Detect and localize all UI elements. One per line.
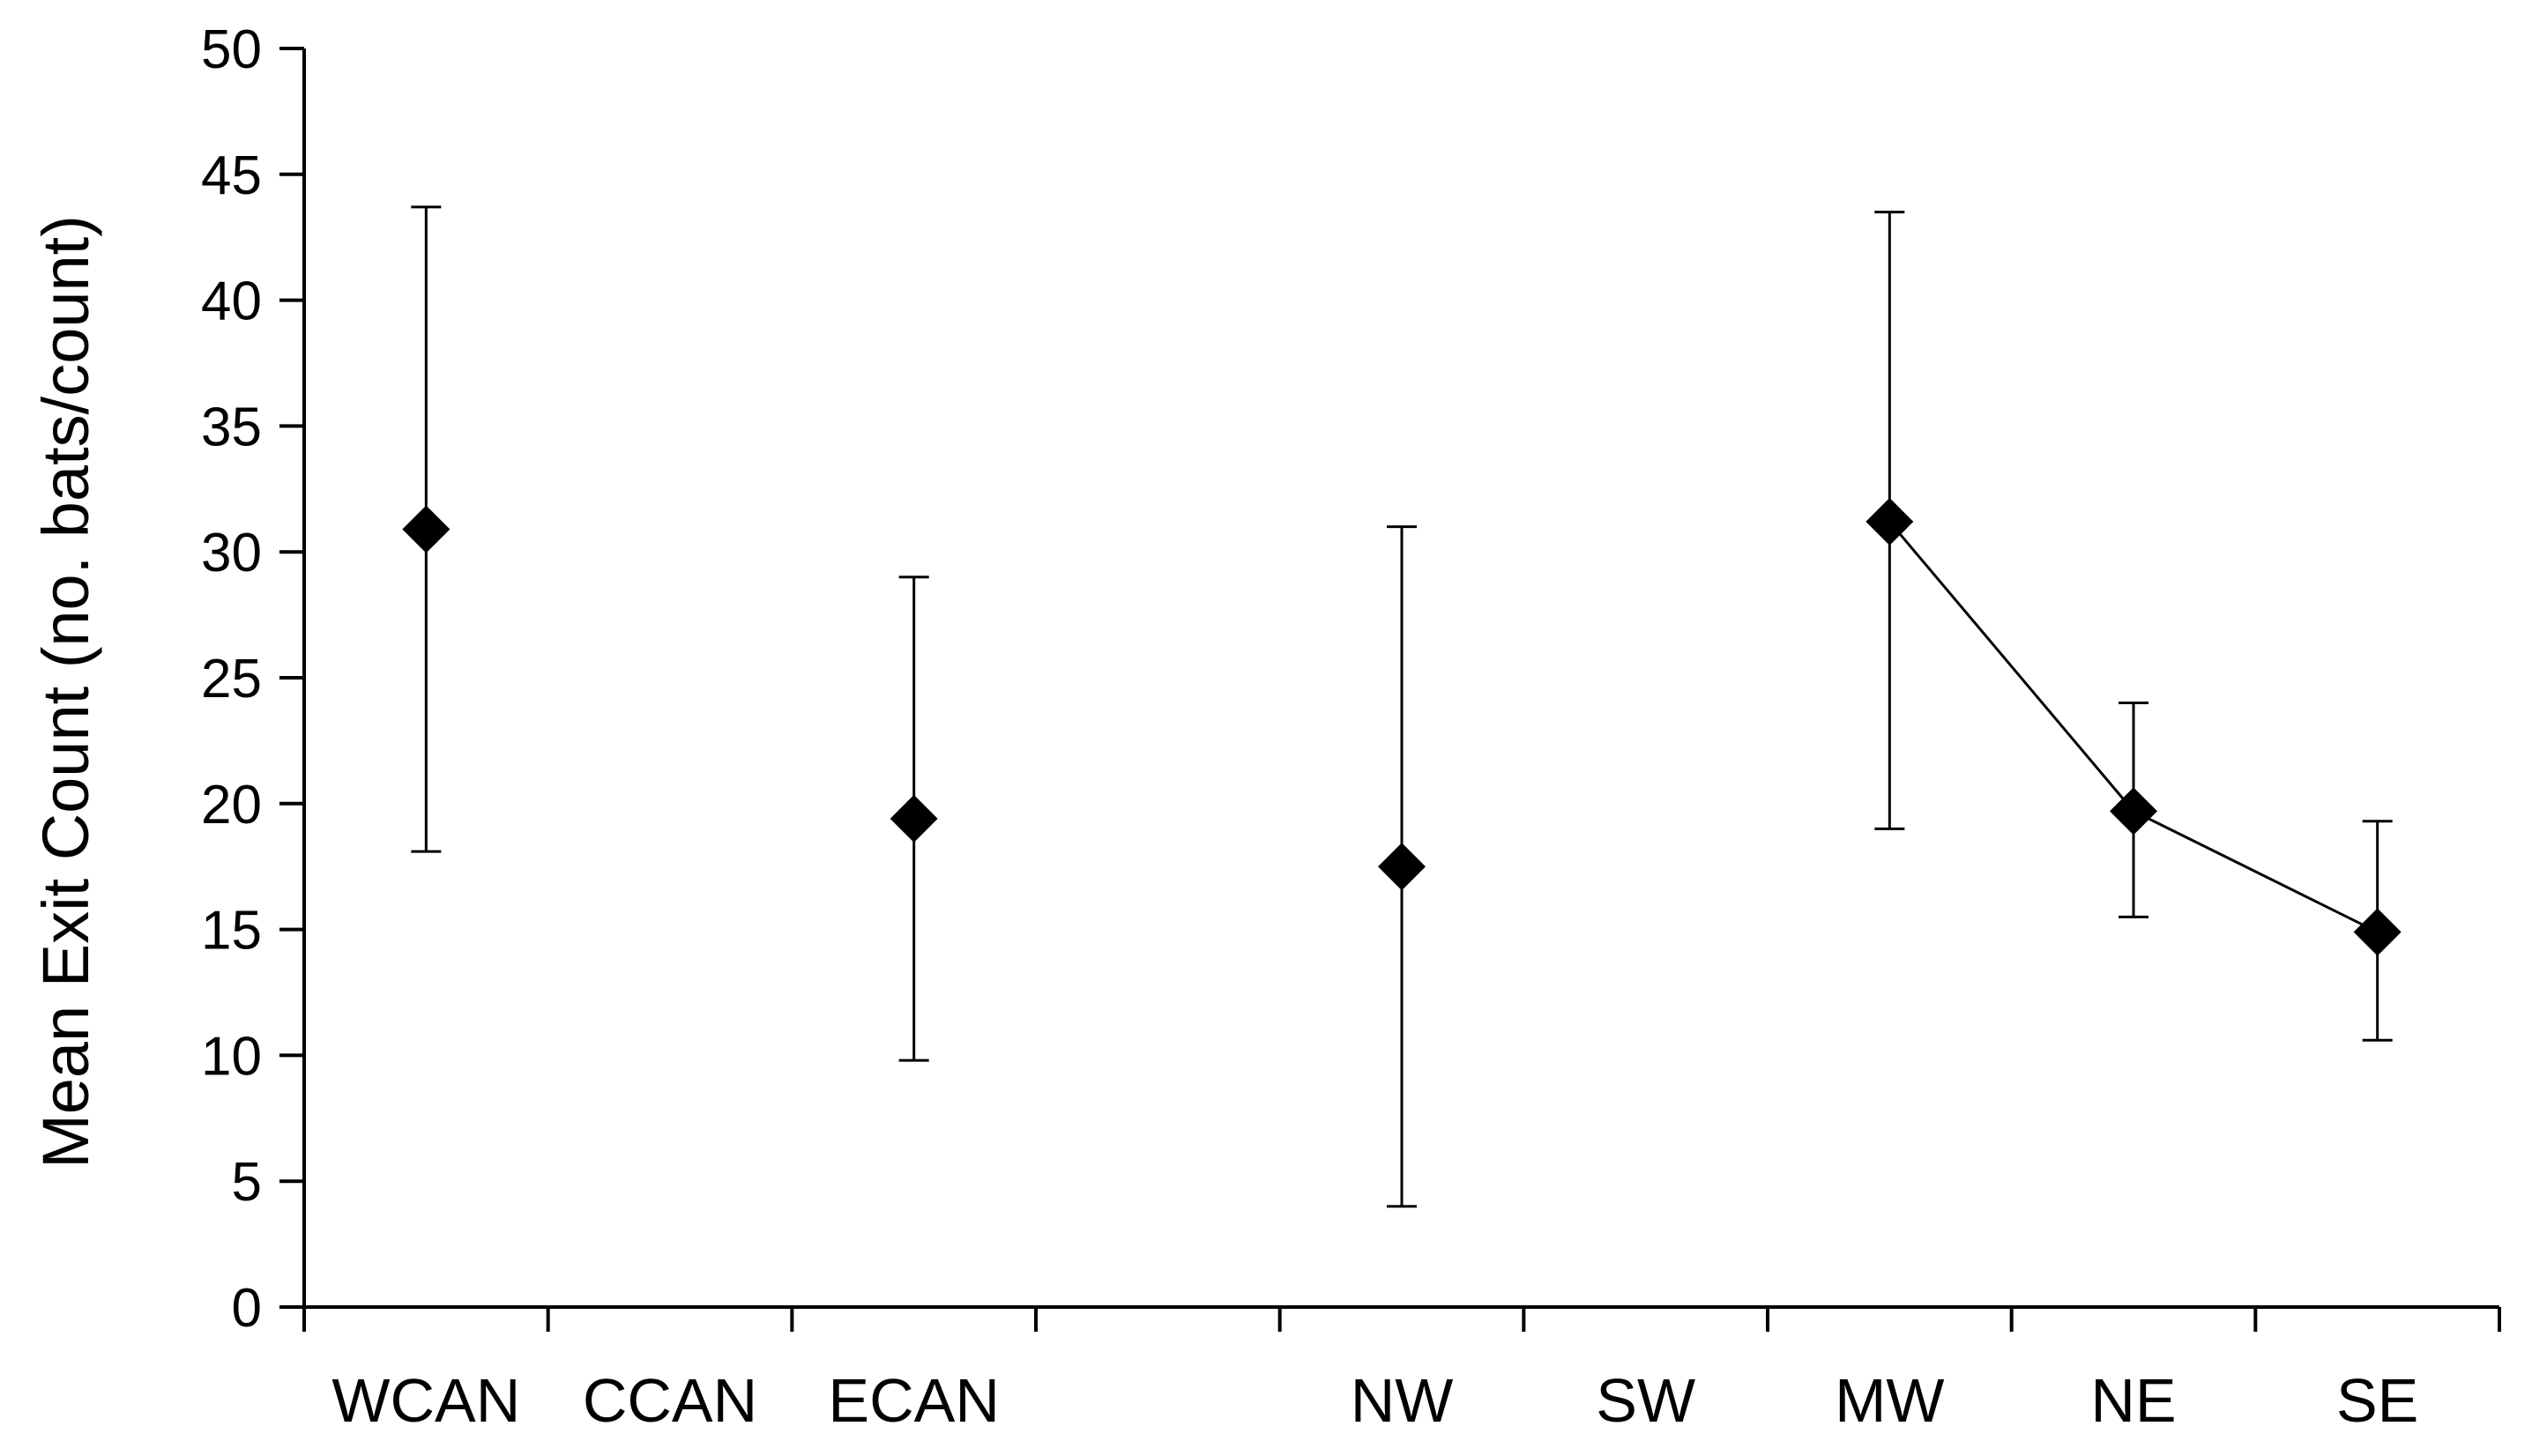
x-category-label-se: SE bbox=[2336, 1366, 2418, 1435]
y-tick-label-40: 40 bbox=[201, 271, 262, 332]
y-tick-label-35: 35 bbox=[201, 397, 262, 457]
point-nw bbox=[1378, 843, 1426, 891]
x-category-label-ecan: ECAN bbox=[828, 1366, 999, 1435]
point-ecan bbox=[890, 794, 938, 843]
x-category-label-ne: NE bbox=[2090, 1366, 2176, 1435]
y-axis: 0 5 10 15 20 25 30 35 40 45 50 bbox=[201, 19, 306, 1339]
x-category-label-sw: SW bbox=[1596, 1366, 1695, 1435]
x-category-label-nw: NW bbox=[1351, 1366, 1454, 1435]
y-tick-label-0: 0 bbox=[232, 1278, 262, 1339]
y-tick-label-25: 25 bbox=[201, 649, 262, 709]
x-axis: WCAN CCAN ECAN NW SW MW NE SE bbox=[302, 1305, 2501, 1435]
x-category-label-mw: MW bbox=[1835, 1366, 1944, 1435]
point-wcan bbox=[402, 505, 451, 553]
x-category-label-wcan: WCAN bbox=[331, 1366, 520, 1435]
x-category-label-ccan: CCAN bbox=[583, 1366, 757, 1435]
y-tick-label-5: 5 bbox=[232, 1152, 262, 1213]
series bbox=[402, 205, 2402, 1208]
y-tick-label-50: 50 bbox=[201, 19, 262, 80]
point-ne bbox=[2110, 787, 2157, 836]
y-tick-label-15: 15 bbox=[201, 901, 262, 962]
y-axis-title: Mean Exit Count (no. bats/count) bbox=[29, 215, 102, 1169]
y-tick-label-10: 10 bbox=[201, 1026, 262, 1087]
point-mw bbox=[1865, 497, 1914, 546]
y-tick-label-45: 45 bbox=[201, 145, 262, 206]
point-se bbox=[2353, 908, 2402, 956]
y-tick-label-20: 20 bbox=[201, 775, 262, 836]
y-tick-label-30: 30 bbox=[201, 523, 262, 583]
